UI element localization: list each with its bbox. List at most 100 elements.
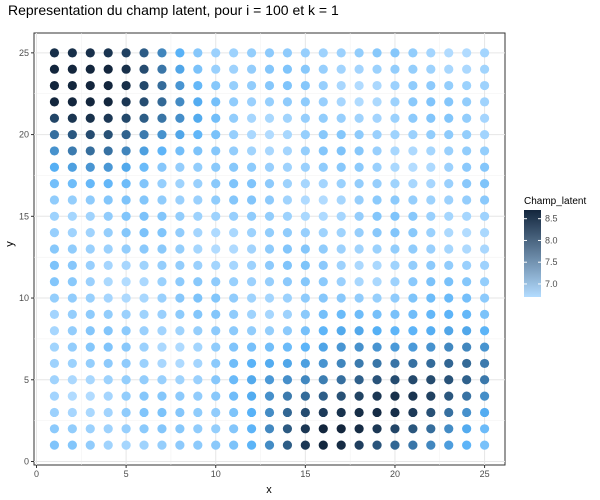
data-point [193, 391, 203, 401]
data-point [318, 48, 328, 58]
data-point [49, 342, 60, 352]
data-point [354, 440, 364, 450]
data-point [300, 440, 310, 450]
data-point [103, 228, 113, 238]
data-point [264, 424, 275, 434]
data-point [193, 195, 203, 205]
data-point [318, 375, 328, 385]
data-point [193, 146, 203, 156]
data-point [479, 326, 490, 336]
data-point [479, 277, 490, 287]
data-point [139, 97, 149, 107]
data-point [408, 277, 418, 287]
data-point [390, 211, 400, 221]
data-point [372, 375, 382, 385]
data-point [49, 195, 60, 205]
data-point [390, 162, 400, 172]
data-point [444, 162, 454, 172]
data-point [479, 162, 490, 172]
data-point [85, 309, 95, 319]
x-tick-label: 0 [34, 469, 39, 479]
data-point [229, 113, 239, 123]
data-point [264, 179, 275, 189]
data-point [462, 113, 472, 123]
data-point [336, 162, 346, 172]
data-point [390, 358, 400, 369]
data-point [193, 64, 203, 74]
x-tick-label: 25 [480, 469, 490, 479]
data-point [426, 179, 436, 189]
data-point [372, 277, 382, 287]
data-point [211, 309, 221, 319]
data-point [229, 407, 239, 418]
data-point [139, 375, 149, 385]
data-point [246, 358, 257, 369]
data-point [85, 326, 95, 336]
data-point [103, 309, 113, 319]
data-point [193, 440, 203, 450]
data-point [479, 64, 490, 74]
data-point [408, 48, 418, 58]
data-point [300, 211, 310, 221]
data-point [479, 80, 490, 91]
data-point [336, 293, 346, 303]
data-point [85, 391, 95, 401]
data-point [139, 260, 149, 270]
data-point [49, 129, 60, 140]
data-point [211, 179, 221, 189]
data-point [282, 146, 293, 156]
data-point [354, 228, 364, 238]
data-point [282, 375, 293, 385]
data-point [282, 64, 293, 74]
data-point [193, 97, 203, 107]
data-point [121, 260, 131, 270]
data-point [264, 391, 275, 401]
data-point [300, 293, 310, 303]
data-point [246, 179, 257, 189]
data-point [67, 80, 77, 91]
data-point [67, 391, 77, 401]
data-point [444, 309, 454, 319]
data-point [354, 407, 364, 418]
data-point [229, 309, 239, 319]
data-point [479, 358, 490, 369]
data-point [139, 407, 149, 418]
data-point [282, 228, 293, 238]
data-point [444, 342, 454, 352]
data-point [211, 129, 221, 140]
data-point [67, 113, 77, 123]
data-point [85, 424, 95, 434]
data-point [444, 244, 454, 254]
data-point [408, 407, 418, 418]
data-point [246, 424, 257, 434]
data-point [426, 129, 436, 140]
data-point [300, 407, 310, 418]
data-point [175, 80, 185, 91]
data-point [462, 293, 472, 303]
data-point [193, 162, 203, 172]
data-point [121, 211, 131, 221]
data-point [85, 129, 95, 140]
data-point [157, 146, 167, 156]
data-point [85, 293, 95, 303]
data-point [444, 293, 454, 303]
data-point [103, 293, 113, 303]
data-point [67, 64, 77, 74]
data-point [372, 195, 382, 205]
data-point [479, 228, 490, 238]
data-point [121, 375, 131, 385]
data-point [67, 309, 77, 319]
data-point [390, 48, 400, 58]
data-point [211, 326, 221, 336]
data-point [67, 342, 77, 352]
data-point [426, 146, 436, 156]
data-point [139, 440, 149, 450]
data-point [336, 326, 346, 336]
data-point [67, 375, 77, 385]
data-point [229, 228, 239, 238]
data-point [49, 391, 60, 401]
data-point [390, 129, 400, 140]
data-point [175, 146, 185, 156]
data-point [336, 391, 346, 401]
